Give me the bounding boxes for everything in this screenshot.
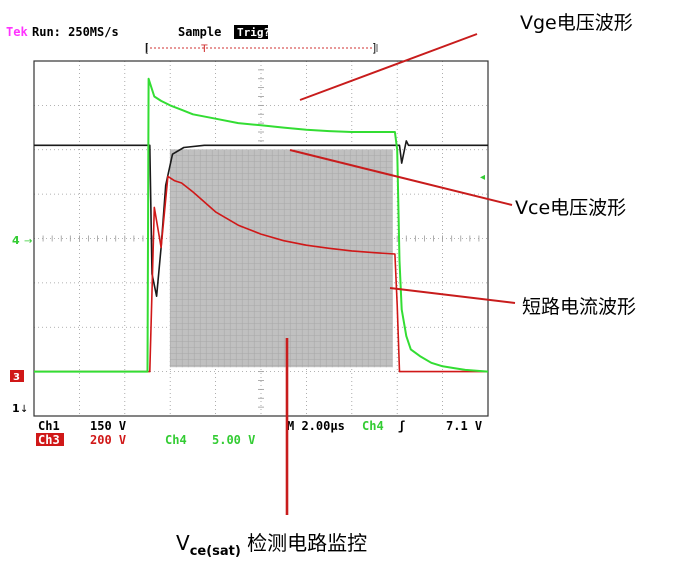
ch4-marker-arrow: →	[24, 236, 32, 247]
acquire-mode: Sample	[178, 25, 221, 39]
vge-pointer	[299, 33, 478, 101]
bracket-left: [	[145, 42, 148, 54]
ch3-scale: 200 V	[90, 433, 126, 447]
vce-annotation: Vce电压波形	[515, 197, 627, 219]
trigger-slope: ʃ	[398, 419, 405, 433]
trigger-position-marker: T	[201, 43, 208, 55]
ch3-marker: 3	[13, 372, 20, 383]
trigger-level-arrow: ◂	[480, 172, 485, 183]
run-status: Run: 250MS/s	[32, 25, 119, 39]
bracket-right: ]	[373, 42, 376, 54]
ch4-trace	[34, 77, 489, 373]
trig-status: Trig?	[237, 26, 270, 39]
isc-annotation: 短路电流波形	[522, 296, 637, 318]
annotation-pointers	[285, 33, 516, 515]
ch4-label: Ch4	[165, 433, 187, 447]
vcesat-text: 检测电路监控	[240, 531, 368, 555]
traces	[34, 77, 489, 373]
screen-frame	[33, 60, 489, 417]
ch1-label: Ch1	[38, 419, 60, 433]
vce-pointer	[289, 149, 513, 206]
shaded-region-grid	[169, 149, 393, 368]
vcesat-subscript: ce(sat)	[189, 544, 241, 559]
timebase: M 2.00µs	[287, 419, 345, 433]
ch1-marker-arrow: ↓	[20, 404, 28, 415]
ch3-trace	[34, 175, 488, 373]
vcesat-shaded-region	[170, 149, 393, 368]
ch1-scale: 150 V	[90, 419, 126, 433]
trig-badge	[234, 25, 268, 39]
vcesat-annotation: Vce(sat) 检测电路监控	[176, 527, 367, 559]
isc-pointer	[389, 287, 516, 304]
vcesat-main: V	[176, 531, 190, 555]
trigger-level: 7.1 V	[446, 419, 482, 433]
brand-label: Tek	[6, 25, 28, 39]
vge-annotation: Vge电压波形	[520, 12, 633, 34]
ch3-marker-box	[10, 370, 24, 382]
ch4-marker: 4	[12, 234, 20, 247]
ch3-label-box	[36, 433, 64, 446]
ch4-scale: 5.00 V	[212, 433, 255, 447]
ch3-label: Ch3	[38, 433, 60, 447]
record-bracket	[146, 44, 378, 52]
ch1-marker: 1	[12, 402, 20, 415]
trigger-source: Ch4	[362, 419, 384, 433]
